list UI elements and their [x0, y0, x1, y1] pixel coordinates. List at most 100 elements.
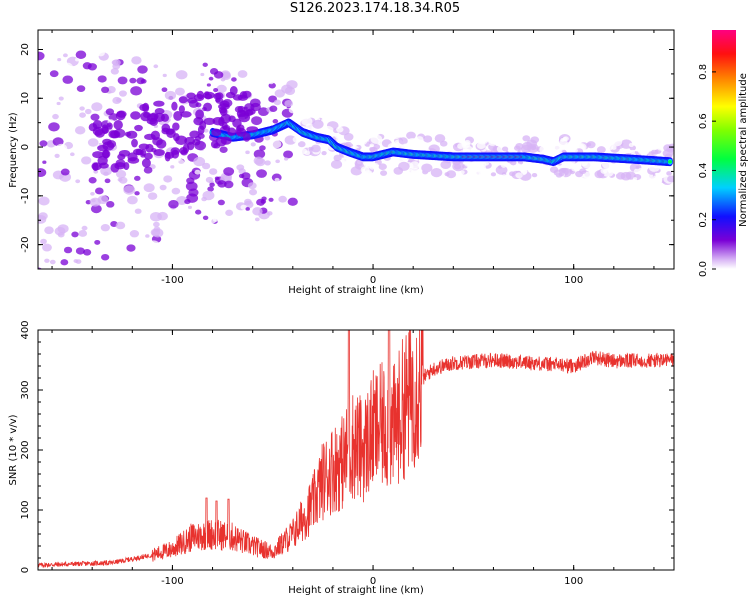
snr-ylabel: SNR (10 * v/v) [8, 414, 19, 485]
heatmap-blob [83, 249, 92, 256]
heatmap-blob [194, 169, 201, 175]
heatmap-blob [62, 62, 73, 72]
heatmap-ytick-label: 0 [20, 144, 31, 150]
heatmap-blob [389, 129, 402, 140]
heatmap-blob [308, 146, 313, 151]
heatmap-blob [172, 122, 180, 131]
heatmap-blob [383, 159, 391, 166]
heatmap-blob [481, 171, 493, 181]
heatmap-xtick-label: 0 [370, 275, 376, 286]
heatmap-blob [78, 229, 88, 237]
heatmap-blob [81, 156, 92, 165]
heatmap-xtick-label: 100 [564, 275, 583, 286]
heatmap-blob [167, 60, 176, 68]
heatmap-blob [246, 126, 259, 133]
heatmap-blob [596, 146, 606, 154]
heatmap-blob [91, 102, 103, 112]
heatmap-blob [563, 142, 576, 152]
heatmap-blob [571, 166, 578, 172]
heatmap-blob [598, 141, 605, 146]
heatmap-blob [100, 166, 112, 176]
heatmap-blob [140, 111, 151, 122]
heatmap-ytick-label: 10 [20, 92, 31, 105]
heatmap-blob [220, 136, 232, 145]
heatmap-blob [213, 88, 219, 93]
heatmap-blob [130, 86, 143, 96]
colorbar-tick-label: 0.8 [698, 64, 709, 80]
heatmap-blob [90, 191, 95, 196]
heatmap-blob [38, 51, 45, 61]
heatmap-blob [54, 153, 60, 158]
heatmap-blob [522, 135, 531, 142]
heatmap-blob [178, 96, 188, 104]
chart-title: S126.2023.174.18.34.R05 [289, 1, 461, 16]
heatmap-blob [75, 247, 85, 255]
heatmap-blob [57, 58, 62, 62]
heatmap-blob [171, 101, 178, 111]
heatmap-blob [70, 152, 75, 157]
heatmap-blob [271, 140, 282, 149]
heatmap-blob [490, 172, 497, 177]
colorbar-tick-label: 0.4 [698, 162, 709, 178]
heatmap-blob [182, 143, 190, 154]
heatmap-blob [81, 225, 88, 231]
heatmap-blob [213, 71, 224, 79]
heatmap-blob [84, 108, 92, 115]
heatmap-blob [549, 166, 559, 174]
heatmap-blob [187, 205, 192, 210]
heatmap-blob [501, 146, 509, 152]
heatmap-blob [464, 161, 472, 167]
heatmap-blob [246, 108, 256, 115]
heatmap-blob [538, 139, 548, 147]
heatmap-blob [446, 170, 457, 179]
heatmap-blob [454, 163, 461, 170]
heatmap-blob [350, 138, 359, 145]
heatmap-blob [120, 95, 129, 102]
heatmap-blob [171, 187, 181, 195]
heatmap-blob [58, 89, 64, 95]
snr-xtick-label: 100 [564, 576, 583, 587]
heatmap-blob [468, 171, 475, 178]
heatmap-blob [552, 144, 562, 152]
heatmap-blob [276, 78, 284, 85]
heatmap-blob [211, 128, 222, 137]
heatmap-blob [202, 215, 209, 220]
heatmap-blob [242, 132, 251, 142]
heatmap-blob [134, 175, 141, 181]
heatmap-blob [635, 165, 640, 170]
heatmap-blob [186, 92, 196, 99]
heatmap-blob [336, 126, 344, 133]
heatmap-blob [174, 87, 185, 96]
heatmap-blob [398, 137, 408, 145]
heatmap-blob [264, 135, 271, 141]
heatmap-blob [123, 185, 136, 195]
snr-ytick-label: 100 [20, 500, 31, 519]
heatmap-blob [620, 139, 633, 149]
heatmap-blob [149, 211, 162, 222]
heatmap-blob [237, 70, 248, 78]
heatmap-blob [236, 164, 245, 171]
heatmap-blob [189, 126, 196, 132]
heatmap-blob [110, 67, 119, 75]
heatmap-blob [62, 53, 68, 58]
heatmap-blob [284, 99, 294, 107]
heatmap-blob [237, 94, 248, 101]
heatmap-blob [275, 159, 280, 164]
heatmap-blob [212, 158, 221, 165]
heatmap-blob [71, 231, 79, 238]
heatmap-blob [40, 238, 47, 245]
heatmap-blob [486, 134, 498, 144]
heatmap-blob [354, 160, 363, 167]
heatmap-blob [269, 105, 278, 112]
snr-panel: -100 0 100 0 100 200 300 400 Height of straight… [8, 320, 675, 596]
heatmap-blob [224, 80, 232, 87]
heatmap-blob [187, 97, 198, 104]
heatmap-blob [274, 89, 285, 98]
heatmap-blob [527, 143, 539, 153]
heatmap-blob [284, 157, 289, 161]
heatmap-blob [408, 141, 419, 151]
heatmap-blob [126, 130, 138, 139]
heatmap-blob [63, 246, 73, 254]
heatmap-blob [143, 166, 153, 174]
heatmap-blob [216, 84, 227, 94]
